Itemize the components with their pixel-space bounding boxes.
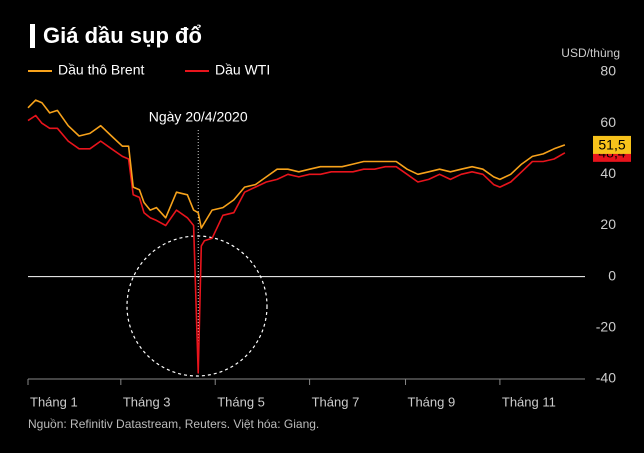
x-tick-label: Tháng 5 [217, 394, 265, 409]
y-tick-label: 60 [600, 114, 616, 130]
chart-title: Giá dầu sụp đổ [43, 23, 202, 48]
y-tick-label: -40 [596, 370, 616, 386]
x-tick-label: Tháng 3 [123, 394, 171, 409]
y-tick-label: 0 [608, 267, 616, 283]
series-line [27, 114, 566, 374]
annotation-text: Ngày 20/4/2020 [149, 109, 248, 125]
legend-label: Dầu WTI [215, 62, 270, 78]
value-label-box [593, 135, 631, 154]
x-tick-label: Tháng 9 [408, 394, 456, 409]
source: Nguồn: Refinitiv Datastream, Reuters. Vi… [28, 417, 319, 431]
y-tick-label: 20 [600, 216, 616, 232]
title-bar [30, 24, 35, 48]
x-tick-label: Tháng 1 [30, 394, 78, 409]
x-tick-label: Tháng 7 [312, 394, 360, 409]
y-tick-label: -20 [596, 319, 616, 335]
series-line [27, 99, 566, 229]
y-tick-label: 80 [600, 63, 616, 79]
x-tick-label: Tháng 11 [502, 394, 556, 409]
legend-label: Dầu thô Brent [58, 62, 144, 78]
value-label: 51,5 [598, 137, 625, 153]
y-tick-label: 40 [600, 165, 616, 181]
highlight-circle [126, 235, 268, 377]
y-axis-label: USD/thùng [561, 46, 620, 60]
